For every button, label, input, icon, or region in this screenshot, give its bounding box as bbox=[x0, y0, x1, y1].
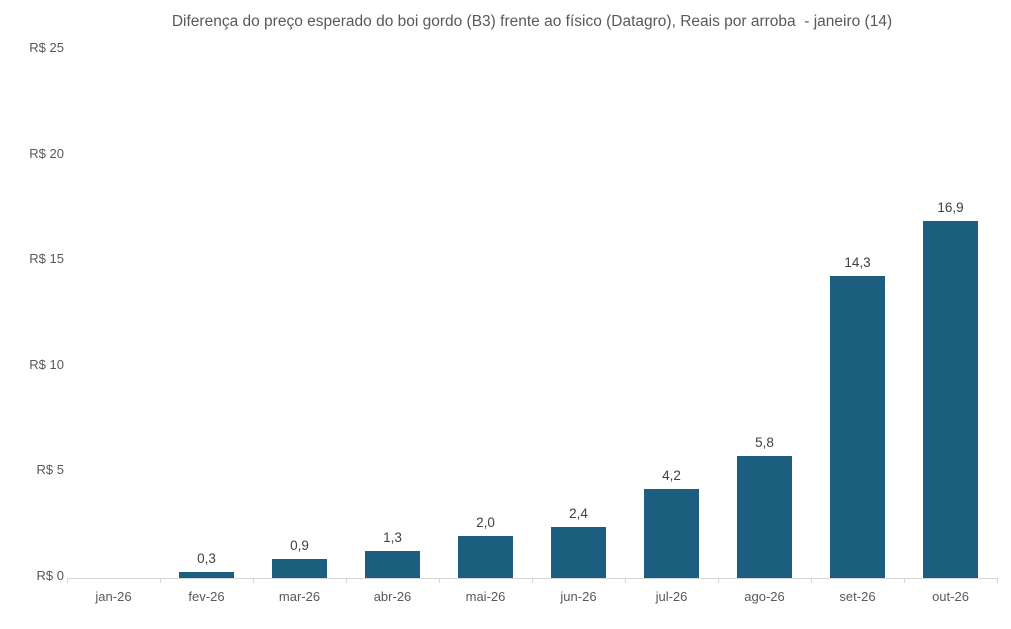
x-axis-label: mar-26 bbox=[278, 589, 321, 604]
x-axis-label: fev-26 bbox=[188, 589, 225, 604]
bar-value-label: 16,9 bbox=[937, 200, 964, 215]
x-axis-label: jul-26 bbox=[655, 589, 688, 604]
chart-title: Diferença do preço esperado do boi gordo… bbox=[171, 13, 893, 30]
x-axis-tick bbox=[532, 578, 533, 583]
bar-value-label: 14,3 bbox=[844, 255, 871, 270]
bar-value-label: 2,0 bbox=[476, 515, 495, 530]
x-axis-tick bbox=[253, 578, 254, 583]
bar bbox=[272, 559, 327, 578]
bar-value-label: 0,9 bbox=[290, 538, 309, 553]
y-axis-label: R$ 0 bbox=[36, 568, 64, 583]
x-axis-tick bbox=[67, 578, 68, 583]
y-axis-label: R$ 25 bbox=[29, 40, 64, 55]
x-axis-tick bbox=[718, 578, 719, 583]
bar-value-label: 2,4 bbox=[569, 506, 588, 521]
bar bbox=[179, 572, 234, 578]
y-axis-label: R$ 20 bbox=[29, 146, 64, 161]
bar bbox=[737, 456, 792, 578]
bar bbox=[365, 551, 420, 578]
x-axis-tick bbox=[625, 578, 626, 583]
bar bbox=[923, 221, 978, 578]
x-axis-tick bbox=[160, 578, 161, 583]
x-axis-label: abr-26 bbox=[373, 589, 412, 604]
x-axis-tick bbox=[904, 578, 905, 583]
bar-value-label: 0,3 bbox=[197, 551, 216, 566]
bar bbox=[644, 489, 699, 578]
x-axis-tick bbox=[439, 578, 440, 583]
bar-value-label: 1,3 bbox=[383, 530, 402, 545]
x-axis-label: out-26 bbox=[932, 589, 969, 604]
bar-value-label: 4,2 bbox=[662, 468, 681, 483]
y-axis-label: R$ 10 bbox=[29, 357, 64, 372]
bar bbox=[551, 527, 606, 578]
bar-value-label: 5,8 bbox=[755, 435, 774, 450]
y-axis-label: R$ 15 bbox=[29, 251, 64, 266]
bar bbox=[830, 276, 885, 578]
x-axis-label: jun-26 bbox=[560, 589, 597, 604]
x-axis-tick bbox=[346, 578, 347, 583]
x-axis-label: ago-26 bbox=[744, 589, 785, 604]
x-axis-label: jan-26 bbox=[95, 589, 132, 604]
x-axis-tick bbox=[811, 578, 812, 583]
x-axis-label: mai-26 bbox=[465, 589, 506, 604]
x-axis-tick bbox=[997, 578, 998, 583]
bar bbox=[458, 536, 513, 578]
x-axis-label: set-26 bbox=[839, 589, 876, 604]
y-axis-label: R$ 5 bbox=[36, 462, 64, 477]
